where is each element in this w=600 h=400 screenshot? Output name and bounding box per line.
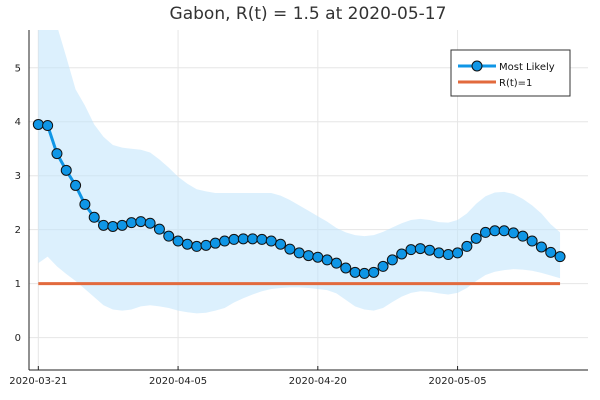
data-point	[386, 254, 398, 266]
data-point	[349, 266, 361, 278]
data-point	[358, 267, 370, 279]
data-point	[60, 164, 72, 176]
data-point	[554, 251, 566, 263]
y-tick-label: 4	[15, 117, 21, 128]
data-point	[526, 235, 538, 247]
legend-box	[450, 49, 571, 97]
data-point	[507, 227, 519, 239]
data-point	[209, 237, 221, 249]
x-tick-label: 2020-04-20	[289, 376, 347, 387]
data-point	[480, 226, 492, 238]
data-point	[442, 249, 454, 261]
legend-marker-most-likely	[471, 60, 483, 72]
y-tick-label: 1	[15, 279, 21, 290]
data-point	[32, 118, 44, 130]
data-point	[312, 251, 324, 263]
data-point	[237, 233, 249, 245]
data-point	[414, 243, 426, 255]
data-point	[498, 225, 510, 237]
data-point	[79, 198, 91, 210]
y-tick-label: 0	[15, 333, 21, 344]
data-point	[535, 241, 547, 253]
data-point	[461, 240, 473, 252]
data-point	[545, 246, 557, 258]
data-point	[42, 120, 54, 132]
confidence-band-layer	[38, 30, 561, 314]
data-point	[125, 217, 137, 229]
data-point	[433, 247, 445, 259]
data-point	[256, 233, 268, 245]
data-point	[368, 266, 380, 278]
data-point	[70, 179, 82, 191]
data-point	[489, 225, 501, 237]
legend-label-most-likely: Most Likely	[499, 62, 555, 73]
data-point	[172, 235, 184, 247]
data-point	[116, 219, 128, 231]
data-point	[88, 211, 100, 223]
data-point	[284, 243, 296, 255]
y-tick-label: 2	[15, 225, 21, 236]
data-point	[424, 244, 436, 256]
data-point	[293, 247, 305, 259]
data-point	[396, 248, 408, 260]
data-point	[98, 219, 110, 231]
data-point	[163, 230, 175, 242]
data-point	[330, 257, 342, 269]
data-point	[265, 235, 277, 247]
y-tick-label: 3	[15, 171, 21, 182]
series-layer	[32, 118, 566, 279]
data-point	[340, 262, 352, 274]
legend: Most Likely R(t)=1	[450, 49, 571, 97]
data-point	[275, 238, 287, 250]
data-point	[144, 217, 156, 229]
data-point	[377, 260, 389, 272]
data-point	[51, 148, 63, 160]
legend-label-reference: R(t)=1	[499, 78, 532, 89]
data-point	[219, 235, 231, 247]
data-point	[200, 239, 212, 251]
data-point	[181, 238, 193, 250]
chart-title: Gabon, R(t) = 1.5 at 2020-05-17	[170, 4, 447, 24]
axis-layer: 0 1 2 3 4 5 2020-03-21 2020-04-05 2020-04-20 2020…	[9, 30, 588, 387]
data-point	[247, 233, 259, 245]
data-point	[517, 230, 529, 242]
data-point	[452, 247, 464, 259]
x-tick-label: 2020-04-05	[149, 376, 207, 387]
confidence-band	[38, 30, 561, 314]
data-point	[470, 232, 482, 244]
x-tick-label: 2020-03-21	[9, 376, 67, 387]
data-point	[405, 244, 417, 256]
data-point	[228, 233, 240, 245]
data-point	[153, 223, 165, 235]
y-tick-label: 5	[15, 63, 21, 74]
data-point	[191, 240, 203, 252]
data-point	[303, 250, 314, 262]
data-point	[135, 216, 147, 228]
data-point	[321, 254, 333, 266]
data-point	[107, 220, 119, 232]
x-tick-label: 2020-05-05	[429, 376, 487, 387]
